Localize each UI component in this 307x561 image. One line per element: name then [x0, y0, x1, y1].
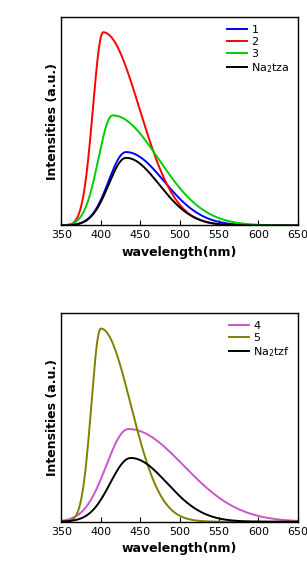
4 [289, 517, 293, 524]
4 [60, 517, 63, 524]
Legend: 4, 5, Na$_2$tzf: 4, 5, Na$_2$tzf [227, 319, 292, 361]
Line: 4: 4 [61, 429, 298, 521]
1 [72, 222, 75, 228]
2 [289, 222, 293, 229]
4 [175, 455, 178, 462]
Na$_2$tzf [72, 517, 75, 524]
1 [175, 192, 178, 199]
5 [289, 518, 293, 525]
Na$_2$tza [289, 222, 293, 229]
1 [124, 149, 128, 155]
3 [246, 220, 250, 227]
2 [168, 187, 172, 194]
2 [246, 222, 250, 229]
3 [296, 222, 300, 229]
X-axis label: wavelength(nm): wavelength(nm) [122, 246, 237, 259]
Line: 3: 3 [61, 116, 298, 226]
Na$_2$tzf [246, 518, 250, 525]
Na$_2$tza [72, 222, 75, 228]
5 [296, 518, 300, 525]
4 [126, 426, 130, 433]
2 [289, 222, 293, 229]
Na$_2$tza [60, 222, 63, 229]
Na$_2$tza [175, 201, 178, 208]
5 [289, 518, 293, 525]
Line: 1: 1 [61, 152, 298, 226]
Na$_2$tza [124, 154, 128, 161]
1 [168, 185, 172, 192]
3 [60, 222, 63, 229]
2 [296, 222, 300, 229]
Na$_2$tzf [129, 454, 133, 461]
5 [60, 518, 63, 525]
Na$_2$tzf [175, 490, 178, 496]
Y-axis label: Intensities (a.u.): Intensities (a.u.) [46, 63, 59, 180]
5 [175, 511, 178, 517]
4 [72, 514, 75, 521]
X-axis label: wavelength(nm): wavelength(nm) [122, 542, 237, 555]
Line: 2: 2 [61, 33, 298, 226]
Y-axis label: Intensities (a.u.): Intensities (a.u.) [46, 359, 59, 476]
3 [289, 222, 293, 229]
4 [168, 449, 172, 456]
Na$_2$tza [296, 222, 300, 229]
Legend: 1, 2, 3, Na$_2$tza: 1, 2, 3, Na$_2$tza [225, 22, 292, 77]
Na$_2$tza [168, 194, 172, 201]
Na$_2$tzf [60, 518, 63, 525]
5 [99, 325, 103, 332]
1 [296, 222, 300, 229]
Na$_2$tzf [289, 518, 293, 525]
1 [60, 222, 63, 229]
3 [111, 112, 115, 119]
3 [72, 220, 75, 227]
4 [289, 517, 293, 524]
3 [175, 181, 178, 187]
2 [175, 197, 178, 204]
Line: 5: 5 [61, 329, 298, 522]
1 [289, 222, 293, 229]
4 [296, 518, 300, 525]
5 [168, 505, 172, 512]
4 [246, 509, 250, 516]
Line: Na$_2$tzf: Na$_2$tzf [61, 458, 298, 522]
Na$_2$tzf [296, 518, 300, 525]
Na$_2$tza [246, 222, 250, 229]
Na$_2$tzf [168, 483, 172, 490]
5 [246, 518, 250, 525]
3 [168, 172, 172, 179]
Na$_2$tzf [289, 518, 293, 525]
Na$_2$tza [289, 222, 293, 229]
5 [72, 516, 75, 522]
Line: Na$_2$tza: Na$_2$tza [61, 158, 298, 226]
3 [289, 222, 293, 229]
2 [101, 29, 105, 36]
2 [72, 219, 75, 226]
1 [246, 222, 250, 228]
2 [60, 222, 63, 229]
1 [289, 222, 293, 229]
